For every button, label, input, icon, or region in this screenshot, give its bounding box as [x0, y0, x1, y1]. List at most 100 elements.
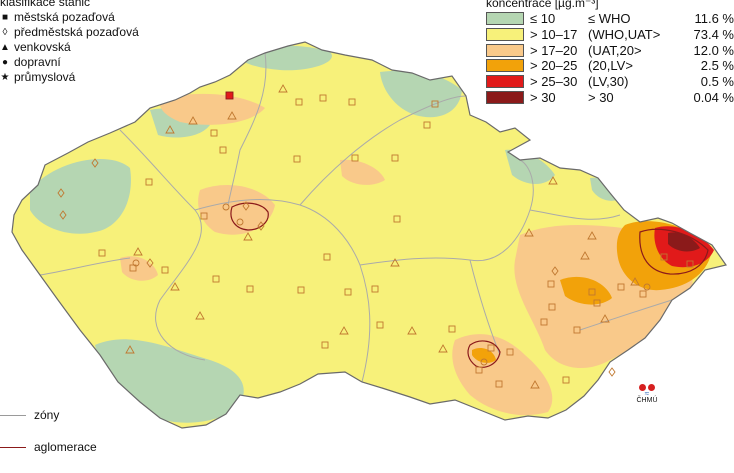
station-traffic: [480, 358, 488, 366]
zone-line-label: zóny: [34, 408, 60, 422]
station-rural: [339, 326, 349, 335]
station-rural: [530, 380, 540, 389]
zone-border: [194, 199, 371, 383]
station-rural: [195, 311, 205, 320]
class-percent: 0.04 %: [693, 89, 734, 105]
class-range: > 20–25: [530, 58, 578, 74]
station-rural: [243, 232, 253, 241]
stations: [57, 84, 694, 389]
agglomeration-ostrava: [639, 228, 709, 275]
station-urban-background: [212, 275, 220, 283]
station-urban-background: [210, 129, 218, 137]
station-suburban-background: [91, 158, 99, 168]
zone-border: [299, 95, 467, 206]
star-icon: ★: [0, 72, 10, 83]
station-urban-background: [200, 212, 208, 220]
station-urban-background: [129, 264, 137, 272]
area-17-20: [340, 159, 385, 185]
station-urban-background: [297, 286, 305, 294]
class-percent: 0.5 %: [700, 74, 734, 90]
concentration-class-row: > 25–30 (LV,30) 0.5 %: [486, 74, 734, 90]
concentration-legend: koncentrace [µg.m⁻³] ≤ 10 ≤ WHO 11.6 % > 10…: [486, 0, 734, 105]
station-rural: [600, 314, 610, 323]
class-range: > 17–20: [530, 42, 578, 58]
logo-text: ČHMÚ: [636, 397, 658, 404]
concentration-class-row: > 17–20 (UAT,20> 12.0 %: [486, 42, 734, 58]
concentration-areas: [30, 45, 714, 423]
station-traffic: [132, 259, 140, 267]
color-swatch: [486, 59, 524, 73]
concentration-class-row: > 30 > 30 0.04 %: [486, 89, 734, 105]
station-rural: [165, 125, 175, 134]
logo-wave-icon: ≈: [644, 389, 650, 398]
station-traffic: [236, 218, 244, 226]
logo-dots-icon: [634, 384, 660, 391]
station-type-label: městská pozaďová: [14, 10, 115, 24]
station-urban-background: [344, 288, 352, 296]
station-rural: [227, 111, 237, 120]
zone-border: [119, 129, 206, 361]
zone-border: [39, 257, 131, 276]
triangle-icon: ▲: [0, 42, 10, 53]
station-suburban-background: [551, 266, 559, 276]
station-urban-background: [376, 321, 384, 329]
class-range: ≤ 10: [530, 11, 556, 27]
station-urban-background: [506, 348, 514, 356]
square-icon: ■: [1, 12, 9, 23]
station-urban-background: [219, 146, 227, 154]
station-urban-background: [393, 215, 401, 223]
station-urban-background: [588, 288, 596, 296]
concentration-class-row: > 20–25 (20,LV> 2.5 %: [486, 58, 734, 74]
class-percent: 12.0 %: [693, 42, 734, 58]
color-swatch: [486, 90, 524, 104]
country-outline: [11, 41, 727, 429]
station-rural: [524, 228, 534, 237]
station-type-label: průmyslová: [14, 70, 76, 84]
agglomeration-line-icon: [0, 446, 26, 448]
station-legend: klasifikace stanic ■ městská pozaďová ◊ …: [0, 0, 139, 85]
zone-line-legend: zóny: [0, 408, 59, 422]
color-swatch: [486, 28, 524, 42]
station-rural: [170, 282, 180, 291]
concentration-class-row: ≤ 10 ≤ WHO 11.6 %: [486, 11, 734, 27]
class-range: > 30: [530, 89, 556, 105]
class-label: (WHO,UAT>: [588, 27, 661, 43]
zone-border: [227, 52, 267, 206]
station-urban-background: [495, 380, 503, 388]
class-percent: 11.6 %: [694, 11, 734, 27]
concentration-legend-title: koncentrace [µg.m⁻³]: [486, 0, 599, 10]
station-traffic: [222, 203, 230, 211]
station-rural: [188, 116, 198, 125]
area-17-20: [120, 256, 158, 281]
station-rural: [390, 258, 400, 267]
station-legend-title: klasifikace stanic: [0, 0, 91, 9]
station-traffic: [643, 283, 651, 291]
station-type-label: dopravní: [14, 55, 61, 69]
class-label: (LV,30): [588, 74, 629, 90]
agglomeration-line-label: aglomerace: [34, 440, 97, 454]
station-urban-background: [573, 326, 581, 334]
zone-borders: [39, 52, 673, 383]
chmu-logo: ≈ ČHMÚ: [634, 384, 660, 404]
station-urban-background: [475, 366, 483, 374]
class-label: ≤ WHO: [588, 11, 631, 27]
class-percent: 73.4 %: [693, 27, 734, 43]
station-urban-background: [548, 303, 556, 311]
agglomeration-brno: [467, 340, 501, 368]
station-urban-background: [617, 283, 625, 291]
station-urban-background: [246, 285, 254, 293]
station-urban-background: [161, 266, 169, 274]
station-rural: [278, 84, 288, 93]
station-urban-background: [293, 155, 301, 163]
station-urban-background: [145, 178, 153, 186]
area-17-20: [198, 185, 275, 235]
class-label: > 30: [588, 89, 614, 105]
area-20-25: [560, 276, 612, 305]
station-urban-background: [351, 154, 359, 162]
area-17-20: [159, 93, 265, 125]
zone-border: [359, 159, 534, 266]
station-urban-background: [593, 299, 601, 307]
station-type-rural: ▲ venkovská: [0, 40, 139, 55]
station-urban-background: [323, 253, 331, 261]
station-rural: [630, 277, 640, 286]
